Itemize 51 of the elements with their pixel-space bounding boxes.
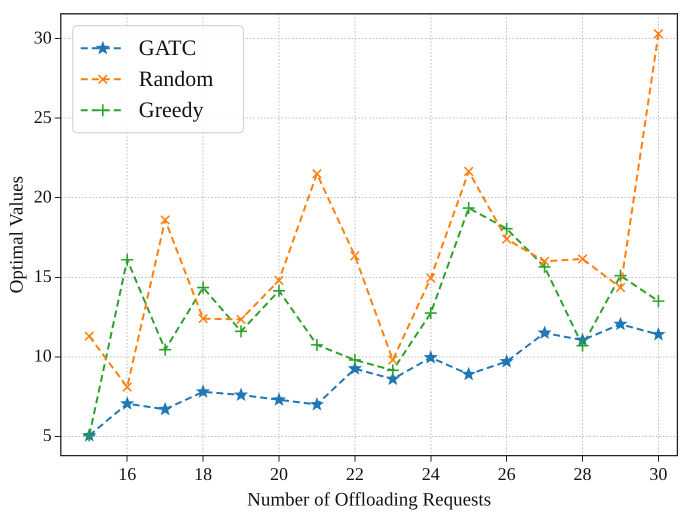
y-tick-label: 25 [34, 106, 52, 127]
x-tick-label: 18 [194, 464, 212, 484]
legend-label: GATC [138, 35, 196, 60]
point [502, 234, 512, 244]
point [615, 282, 626, 293]
y-tick-label: 30 [34, 27, 52, 48]
point [312, 168, 322, 179]
point [426, 273, 436, 284]
point [464, 166, 474, 177]
y-tick-label: 20 [34, 186, 52, 206]
legend-label: Greedy [138, 97, 204, 122]
point [388, 354, 398, 366]
legend-label: Random [138, 66, 214, 92]
y-tick-label: 15 [34, 266, 52, 286]
x-tick-label: 28 [574, 464, 592, 484]
point [234, 324, 248, 338]
x-axis-title: Number of Offloading Requests [247, 490, 492, 511]
y-axis-title: Optimal Values [6, 176, 28, 294]
point [160, 214, 170, 226]
point [386, 364, 400, 378]
point [84, 331, 94, 342]
point [158, 342, 172, 356]
point [348, 353, 362, 367]
point [614, 268, 628, 282]
point [576, 338, 590, 352]
point [122, 382, 132, 392]
x-tick-label: 24 [422, 464, 440, 484]
point [652, 294, 666, 308]
point [236, 314, 246, 324]
point [424, 306, 438, 320]
x-tick-label: 26 [498, 464, 516, 484]
point [653, 28, 664, 39]
point [196, 280, 210, 294]
point [500, 222, 514, 236]
x-tick-label: 22 [346, 464, 364, 484]
point [310, 338, 324, 352]
point [651, 327, 666, 341]
point [274, 275, 284, 286]
x-tick-label: 20 [270, 464, 288, 484]
point [540, 256, 550, 266]
point [272, 284, 286, 298]
y-tick-label: 5 [42, 425, 52, 446]
point [577, 254, 588, 264]
x-tick-label: 30 [649, 464, 668, 484]
point [462, 201, 476, 215]
point [500, 354, 514, 368]
point [198, 314, 208, 324]
x-tick-label: 16 [118, 464, 136, 484]
point [350, 250, 360, 261]
point [120, 252, 134, 267]
y-tick-label: 10 [34, 346, 52, 366]
